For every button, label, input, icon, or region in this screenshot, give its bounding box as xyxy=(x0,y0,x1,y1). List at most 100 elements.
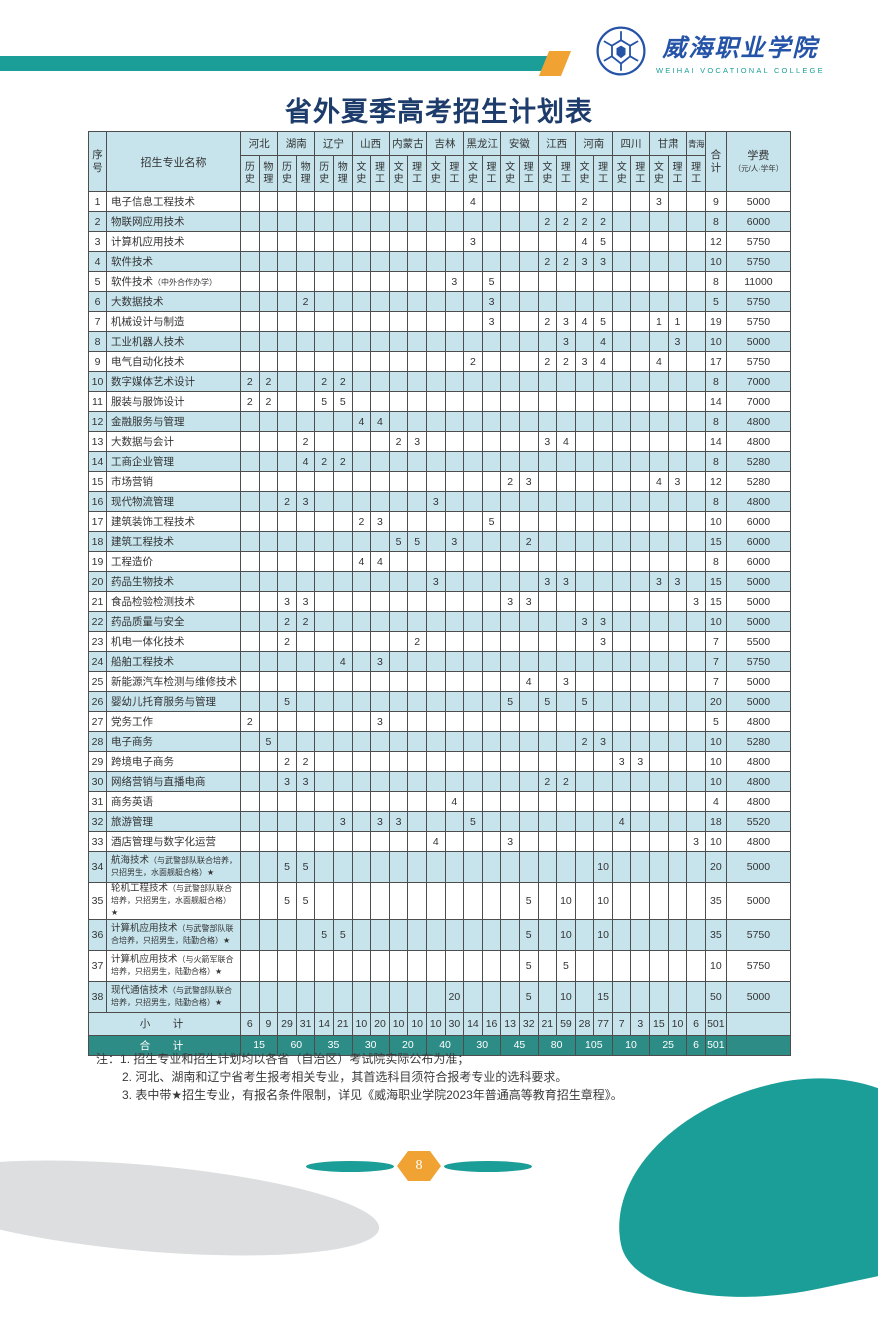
plan-cell xyxy=(500,631,520,652)
plan-cell xyxy=(295,411,316,432)
plan-cell xyxy=(611,631,632,652)
plan-cell xyxy=(258,671,279,692)
plan-cell xyxy=(258,451,279,472)
fee-cell: 6000 xyxy=(725,511,792,532)
fee-cell: 5000 xyxy=(725,851,792,883)
seq-cell: 31 xyxy=(88,791,107,812)
major-cell: 工商企业管理 xyxy=(105,451,242,472)
plan-cell xyxy=(667,451,688,472)
fee-cell: 5520 xyxy=(725,811,792,832)
total-cell: 35 xyxy=(704,882,727,920)
plan-cell xyxy=(686,811,706,832)
plan-cell xyxy=(425,918,446,951)
plan-cell xyxy=(258,831,279,852)
plan-cell xyxy=(370,351,390,372)
plan-cell xyxy=(332,671,353,692)
plan-cell xyxy=(574,831,595,852)
seq-cell: 24 xyxy=(88,651,107,672)
plan-cell xyxy=(332,251,353,272)
plan-cell xyxy=(667,351,688,372)
plan-cell: 2 xyxy=(574,731,595,752)
plan-cell xyxy=(463,980,483,1013)
table-row: 19 工程造价 4 4 8 6000 xyxy=(88,551,792,572)
plan-cell xyxy=(630,491,651,512)
grand-province-cell: 35 xyxy=(314,1034,353,1056)
plan-cell xyxy=(649,691,669,712)
table-row: 38 现代通信技术（与武警部队联合培养，只招男生，陆勤合格）★ 20 5 10 15 50 5… xyxy=(88,980,792,1013)
plan-cell xyxy=(295,231,316,252)
plan-cell xyxy=(351,751,372,772)
subtotal-cell: 7 xyxy=(611,1011,632,1036)
total-cell: 8 xyxy=(704,411,727,432)
plan-cell xyxy=(556,631,576,652)
plan-cell xyxy=(277,411,297,432)
major-cell: 大数据技术 xyxy=(105,291,242,312)
total-cell: 10 xyxy=(704,331,727,352)
plan-cell: 4 xyxy=(463,191,483,212)
plan-cell xyxy=(463,591,483,612)
plan-cell xyxy=(314,331,334,352)
subtotal-cell: 29 xyxy=(277,1011,297,1036)
plan-cell xyxy=(407,571,427,592)
plan-cell xyxy=(444,231,465,252)
plan-cell: 2 xyxy=(277,751,297,772)
major-name: 跨境电子商务 xyxy=(111,756,174,768)
plan-cell xyxy=(444,451,465,472)
plan-cell xyxy=(407,291,427,312)
plan-cell xyxy=(500,411,520,432)
plan-cell xyxy=(407,271,427,292)
seq-cell: 32 xyxy=(88,811,107,832)
plan-cell xyxy=(388,271,409,292)
plan-cell xyxy=(481,918,502,951)
plan-cell xyxy=(649,731,669,752)
table-row: 14 工商企业管理 4 2 2 8 5280 xyxy=(88,451,792,472)
plan-cell: 2 xyxy=(556,771,576,792)
plan-cell xyxy=(686,651,706,672)
plan-cell: 15 xyxy=(593,980,613,1013)
plan-cell xyxy=(314,771,334,792)
plan-cell xyxy=(593,831,613,852)
plan-cell xyxy=(500,918,520,951)
plan-cell xyxy=(258,231,279,252)
plan-cell xyxy=(593,651,613,672)
plan-cell xyxy=(444,918,465,951)
plan-cell xyxy=(240,351,260,372)
plan-cell xyxy=(463,511,483,532)
subject-header: 历史 xyxy=(314,155,334,192)
plan-cell xyxy=(407,491,427,512)
plan-cell xyxy=(593,191,613,212)
province-header: 安徽 xyxy=(500,131,539,156)
plan-cell xyxy=(630,411,651,432)
plan-cell xyxy=(425,980,446,1013)
plan-cell xyxy=(574,751,595,772)
plan-cell: 5 xyxy=(537,691,558,712)
note-text-3: 3. 表中带★招生专业，有报名条件限制，详见《威海职业学院2023年普通高等教育… xyxy=(122,1088,623,1102)
plan-cell xyxy=(518,731,539,752)
seq-cell: 13 xyxy=(88,431,107,452)
fee-cell: 11000 xyxy=(725,271,792,292)
fee-cell: 4800 xyxy=(725,491,792,512)
subtotal-total-cell: 501 xyxy=(704,1011,727,1036)
fee-cell: 5000 xyxy=(725,191,792,212)
plan-cell xyxy=(500,271,520,292)
plan-cell xyxy=(611,351,632,372)
plan-cell xyxy=(500,451,520,472)
plan-cell xyxy=(649,791,669,812)
seq-cell: 17 xyxy=(88,511,107,532)
plan-cell xyxy=(407,411,427,432)
seq-cell: 21 xyxy=(88,591,107,612)
plan-cell xyxy=(574,431,595,452)
plan-cell xyxy=(277,551,297,572)
seq-cell: 8 xyxy=(88,331,107,352)
plan-cell xyxy=(463,631,483,652)
plan-cell xyxy=(518,511,539,532)
plan-cell xyxy=(351,331,372,352)
note-text-1: 1. 招生专业和招生计划均以各省（自治区）考试院实际公布为准； xyxy=(120,1052,470,1066)
plan-cell xyxy=(388,791,409,812)
plan-cell xyxy=(240,571,260,592)
plan-cell xyxy=(518,711,539,732)
subject-header: 文史 xyxy=(649,155,669,192)
plan-cell xyxy=(537,331,558,352)
plan-cell xyxy=(444,851,465,883)
plan-cell xyxy=(258,211,279,232)
